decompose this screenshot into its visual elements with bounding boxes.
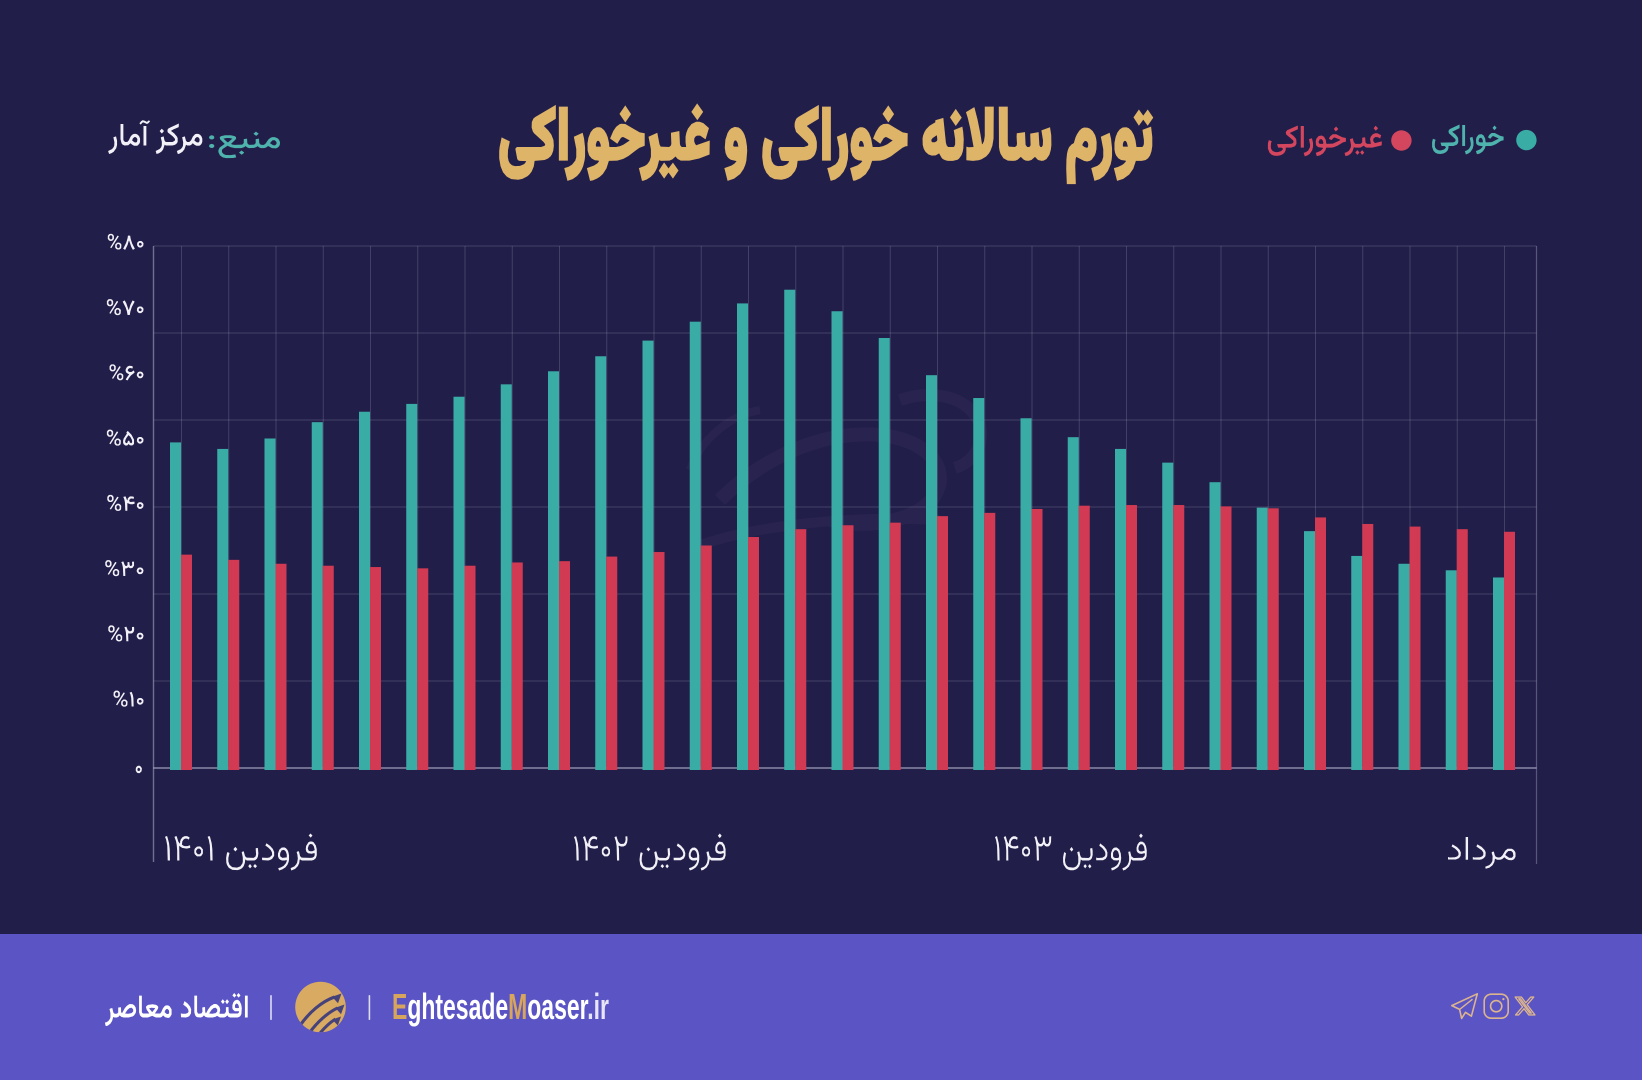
svg-text:EghtesadeMoaser.ir: EghtesadeMoaser.ir <box>392 986 609 1027</box>
